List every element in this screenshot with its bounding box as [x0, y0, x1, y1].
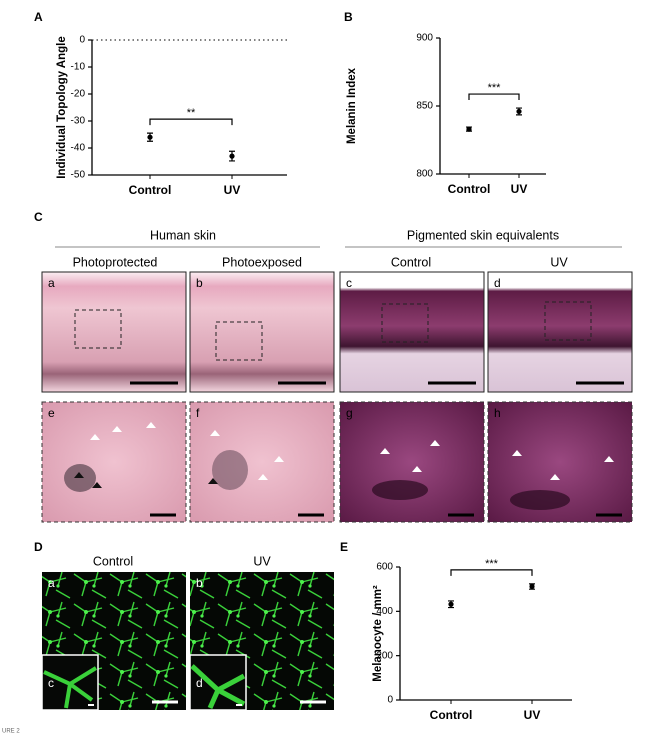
y-axis-label: Melanocyte / mm²	[372, 585, 384, 682]
y-tick-label: 0	[79, 35, 85, 46]
cell	[212, 450, 248, 490]
significance-bracket	[468, 93, 520, 101]
y-tick-label: -10	[71, 62, 86, 73]
zoom-box	[215, 321, 263, 361]
point	[229, 153, 235, 159]
y-tick-label: -50	[71, 170, 86, 181]
significance-label: ***	[485, 558, 499, 570]
point	[466, 126, 472, 132]
column-title: Photoprotected	[73, 255, 158, 269]
x-tick-label: Control	[448, 182, 491, 196]
y-tick-label: 400	[376, 606, 393, 617]
panel-label: B	[344, 10, 353, 24]
image-label: c	[346, 276, 352, 290]
caption-fragment: URE 2	[2, 729, 20, 735]
column-title: Control	[93, 554, 133, 568]
image-label: b	[196, 576, 203, 590]
y-tick-label: 800	[416, 169, 433, 180]
inset-label: d	[196, 676, 203, 690]
image	[189, 401, 335, 523]
group-title: Human skin	[150, 228, 216, 242]
panel-label: D	[34, 540, 43, 554]
x-tick-label: UV	[511, 182, 528, 196]
y-tick-label: 200	[376, 650, 393, 661]
significance-bracket	[149, 118, 233, 126]
y-tick-label: 600	[376, 562, 393, 573]
y-axis-label: Individual Topology Angle	[56, 36, 68, 178]
image	[41, 401, 187, 523]
y-tick-label: 900	[416, 33, 433, 44]
image-label: h	[494, 406, 501, 420]
image	[487, 271, 633, 393]
arrows	[90, 422, 614, 480]
image-label: g	[346, 406, 353, 420]
point	[147, 134, 153, 140]
image	[339, 271, 485, 393]
y-axis-label: Melanin Index	[346, 67, 358, 144]
image-label: e	[48, 406, 55, 420]
image-label: f	[196, 406, 200, 420]
inset-cell	[190, 664, 246, 710]
image-label: a	[48, 276, 55, 290]
image-label: a	[48, 576, 55, 590]
image-label: b	[196, 276, 203, 290]
column-title: Control	[391, 255, 431, 269]
point	[529, 583, 535, 590]
image	[41, 271, 187, 393]
x-tick-label: UV	[524, 708, 541, 722]
zoom-box	[381, 303, 429, 343]
arrows	[74, 472, 218, 488]
panel-label: E	[340, 540, 348, 554]
image	[339, 401, 485, 523]
point	[448, 601, 454, 607]
column-title: UV	[253, 554, 271, 568]
y-tick-label: -20	[71, 89, 86, 100]
zoom-box	[544, 301, 592, 341]
inset-cell	[43, 666, 98, 709]
column-title: UV	[550, 255, 568, 269]
image-label: d	[494, 276, 501, 290]
panel-label: C	[34, 210, 43, 224]
cell	[372, 480, 428, 500]
point	[516, 108, 522, 115]
histology-images	[41, 271, 633, 523]
significance-bracket	[450, 569, 533, 576]
fluorescence-images	[41, 572, 334, 711]
zoom-box	[74, 309, 122, 349]
significance-label: **	[187, 107, 196, 119]
inset-label: c	[48, 676, 54, 690]
x-tick-label: Control	[129, 183, 172, 197]
x-tick-label: Control	[430, 708, 473, 722]
x-tick-label: UV	[224, 183, 241, 197]
significance-label: ***	[488, 82, 502, 94]
column-title: Photoexposed	[222, 255, 302, 269]
panel-label: A	[34, 10, 43, 24]
y-tick-label: 0	[387, 695, 393, 706]
y-tick-label: -30	[71, 116, 86, 127]
y-tick-label: 850	[416, 101, 433, 112]
y-tick-label: -40	[71, 143, 86, 154]
group-title: Pigmented skin equivalents	[407, 228, 559, 242]
cell	[510, 490, 570, 510]
